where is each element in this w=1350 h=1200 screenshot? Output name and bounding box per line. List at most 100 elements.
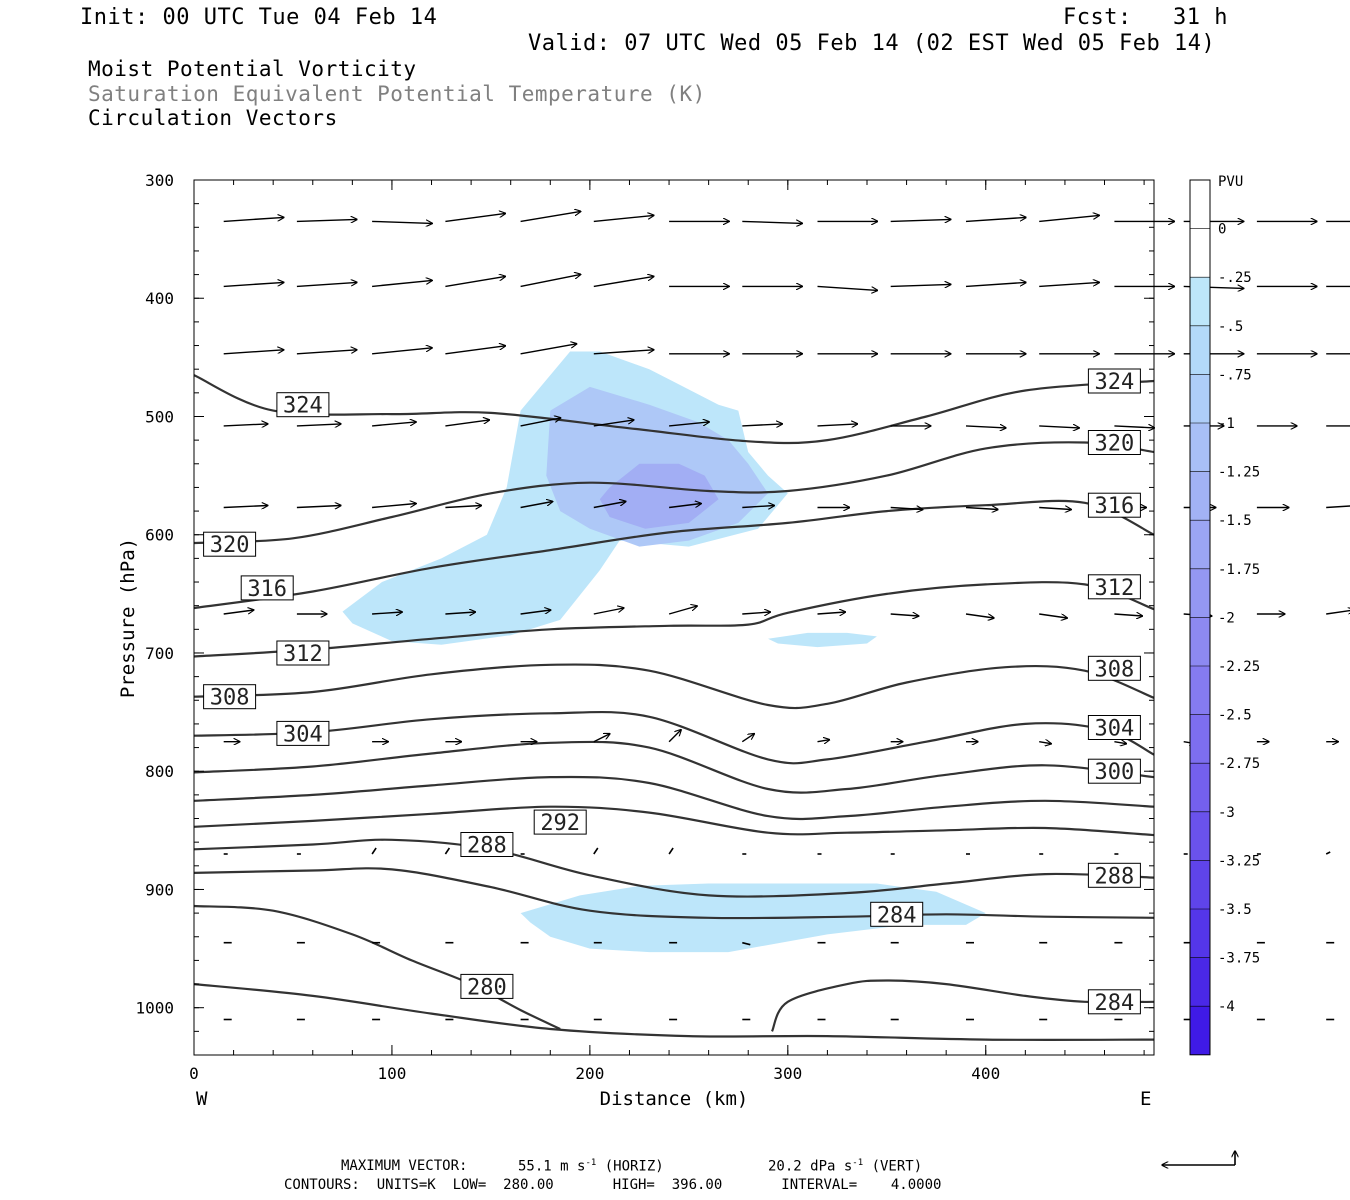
isentrope-308-4 bbox=[193, 663, 1155, 710]
colorbar-label-0: 0 bbox=[1218, 222, 1226, 238]
vector-3-12 bbox=[1114, 426, 1154, 428]
contour-label-text: 284 bbox=[877, 903, 917, 928]
colorbar-label-9: -2.25 bbox=[1218, 659, 1260, 675]
contour-label-18: 280 bbox=[460, 973, 514, 1000]
contour-label-text: 316 bbox=[1095, 494, 1135, 519]
valid-time: Valid: 07 UTC Wed 05 Feb 14 (02 EST Wed … bbox=[528, 31, 1216, 56]
vector-0-10 bbox=[965, 217, 1026, 223]
contour-label-text: 304 bbox=[283, 722, 323, 747]
vector-4-9 bbox=[890, 508, 923, 510]
contour-label-6: 312 bbox=[1087, 574, 1141, 601]
contour-label-8: 308 bbox=[1087, 655, 1141, 682]
x-tick-label-400: 400 bbox=[971, 1064, 1000, 1083]
vector-1-2 bbox=[372, 280, 432, 288]
isentrope-324-0 bbox=[193, 374, 1155, 445]
colorbar-box-17 bbox=[1190, 1006, 1210, 1055]
vector-0-3 bbox=[445, 213, 505, 223]
colorbar-box-3 bbox=[1190, 325, 1210, 375]
contour-label-text: 308 bbox=[1095, 657, 1135, 682]
vector-3-11 bbox=[1039, 426, 1079, 428]
contour-label-text: 312 bbox=[1095, 576, 1135, 601]
vector-4-6 bbox=[669, 504, 701, 509]
colorbar-label-5: -1.25 bbox=[1218, 465, 1260, 481]
contour-label-7: 312 bbox=[276, 640, 330, 667]
vector-7-3 bbox=[444, 847, 451, 855]
colorbar-label-2: -.5 bbox=[1218, 319, 1243, 335]
vector-5-6 bbox=[668, 606, 697, 615]
colorbar-label-6: -1.5 bbox=[1218, 513, 1252, 529]
isentrope-296-7 bbox=[193, 775, 1155, 821]
colorbar-box-9 bbox=[1190, 617, 1210, 666]
vector-5-2 bbox=[372, 612, 402, 614]
vector-5-0 bbox=[223, 610, 254, 615]
contour-label-text: 316 bbox=[247, 577, 287, 602]
colorbar-box-0 bbox=[1190, 180, 1210, 229]
max-vector-label: MAXIMUM VECTOR: bbox=[341, 1158, 468, 1174]
colorbar-label-14: -3.5 bbox=[1218, 902, 1252, 918]
y-tick-label-400: 400 bbox=[145, 289, 174, 308]
x-end-label-left: W bbox=[196, 1088, 208, 1110]
isentrope-280-11 bbox=[193, 904, 561, 1030]
x-tick-label-300: 300 bbox=[773, 1064, 802, 1083]
vector-1-8 bbox=[817, 285, 878, 290]
contour-label-text: 292 bbox=[540, 811, 580, 836]
y-tick-label-900: 900 bbox=[145, 880, 174, 899]
forecast-hour: Fcst: 31 h bbox=[1063, 5, 1228, 30]
isentrope-292-8 bbox=[193, 805, 1155, 837]
contour-label-2: 320 bbox=[1087, 430, 1141, 457]
vector-3-2 bbox=[372, 422, 416, 427]
colorbar-box-1 bbox=[1190, 228, 1210, 278]
contour-label-text: 288 bbox=[1095, 864, 1135, 889]
contour-label-text: 300 bbox=[1095, 760, 1135, 785]
vector-1-5 bbox=[593, 276, 654, 288]
vector-4-0 bbox=[223, 506, 268, 508]
vector-6-7 bbox=[741, 734, 754, 743]
vector-4-11 bbox=[1039, 508, 1071, 510]
y-tick-label-300: 300 bbox=[145, 171, 174, 190]
isentrope-316-2 bbox=[193, 499, 1155, 610]
y-tick-label-600: 600 bbox=[145, 526, 174, 545]
contour-label-5: 316 bbox=[240, 575, 294, 602]
vector-7-2 bbox=[371, 847, 377, 855]
contour-label-0: 324 bbox=[276, 392, 330, 419]
colorbar-box-7 bbox=[1190, 520, 1210, 569]
vector-5-5 bbox=[593, 608, 624, 615]
vector-0-2 bbox=[372, 221, 432, 223]
isentrope-288-9 bbox=[193, 838, 1155, 898]
isentrope-284-10 bbox=[193, 867, 1155, 920]
contour-label-16: 284 bbox=[870, 901, 924, 928]
vector-1-1 bbox=[296, 282, 357, 288]
colorbar-label-12: -3 bbox=[1218, 805, 1235, 821]
vector-6-11 bbox=[1039, 742, 1051, 744]
colorbar-box-6 bbox=[1190, 471, 1210, 521]
vector-4-1 bbox=[296, 506, 341, 508]
vector-2-0 bbox=[223, 350, 284, 355]
contour-label-9: 308 bbox=[203, 684, 257, 711]
colorbar-box-14 bbox=[1190, 860, 1210, 909]
y-axis-title: Pressure (hPa) bbox=[117, 538, 139, 698]
field-vectors-title: Circulation Vectors bbox=[88, 106, 338, 130]
field-pv-title: Moist Potential Vorticity bbox=[88, 57, 417, 81]
vector-0-0 bbox=[223, 217, 284, 223]
colorbar-label-3: -.75 bbox=[1218, 367, 1252, 383]
max-vector-horiz: 55.1 m s-1 (HORIZ) bbox=[518, 1158, 664, 1175]
colorbar-box-11 bbox=[1190, 714, 1210, 764]
contour-label-text: 304 bbox=[1095, 717, 1135, 742]
y-tick-label-1000: 1000 bbox=[135, 999, 174, 1018]
vector-3-3 bbox=[445, 420, 489, 427]
vector-5-11 bbox=[1039, 613, 1067, 618]
contour-label-text: 324 bbox=[283, 394, 323, 419]
vector-4-7 bbox=[742, 506, 774, 508]
vector-1-4 bbox=[520, 274, 581, 288]
vector-1-3 bbox=[445, 276, 505, 288]
vector-4-2 bbox=[372, 504, 416, 509]
vector-5-9 bbox=[890, 614, 919, 616]
vector-1-9 bbox=[890, 284, 951, 286]
vector-3-1 bbox=[296, 424, 341, 426]
vector-0-7 bbox=[742, 221, 802, 223]
contour-label-13: 292 bbox=[533, 809, 587, 836]
contour-label-text: 280 bbox=[467, 975, 507, 1000]
contour-label-15: 288 bbox=[1087, 862, 1141, 889]
vector-3-8 bbox=[817, 424, 858, 426]
vector-4-10 bbox=[965, 508, 998, 510]
